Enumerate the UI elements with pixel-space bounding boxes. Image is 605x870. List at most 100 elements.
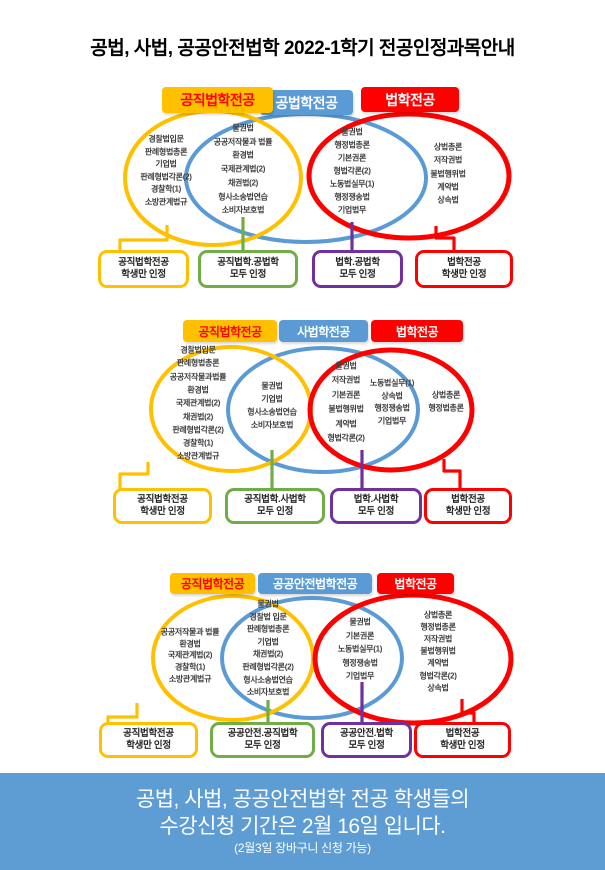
right-circle-outline: [306, 111, 512, 241]
right-circle-outline: [312, 592, 514, 726]
connector-yellow: [118, 225, 169, 252]
recognition-box: 공직법학.사법학 모두 인정: [225, 488, 325, 524]
venn-shapes: [106, 592, 514, 726]
recognition-line-1: 공공안전.법학: [340, 727, 393, 739]
recognition-line-2: 모두 인정: [339, 269, 376, 280]
course-item: 물권법: [335, 361, 357, 371]
course-item: 판례형법각론(2): [140, 172, 192, 181]
course-item: 저작권법: [331, 375, 361, 385]
course-item: 환경법: [179, 639, 201, 649]
course-item: 경찰학(1): [174, 662, 206, 672]
course-item: 기업법: [257, 637, 279, 647]
course-item: 기업법: [155, 159, 177, 169]
connector-red: [442, 459, 462, 489]
course-item: 상법총론: [431, 390, 461, 400]
course-item: 판례형법총론: [176, 358, 220, 368]
course-item: 소방관계법규: [168, 674, 212, 684]
banner-line-2: 수강신청 기간은 2월 16일 입니다.: [159, 814, 446, 838]
major-header-right: 법학전공: [371, 320, 463, 342]
course-item: 불법행위법: [328, 404, 364, 414]
course-item: 기업법무: [377, 416, 407, 426]
middle-ellipse-outline: [220, 596, 404, 720]
recognition-box: 법학.공법학 모두 인정: [312, 250, 403, 288]
course-item: 상속법: [381, 391, 403, 401]
connector-yellow: [118, 462, 150, 489]
recognition-line-2: 모두 인정: [244, 740, 281, 751]
course-item: 환경법: [187, 385, 209, 395]
course-item: 노동법실무(1): [329, 179, 375, 189]
recognition-box: 공직법학.공법학 모두 인정: [198, 250, 298, 288]
poster-title: 공법, 사법, 공공안전법학 2022-1학기 전공인정과목안내: [90, 38, 515, 59]
recognition-line-1: 공직법학.공법학: [217, 256, 279, 268]
banner-line-1: 공법, 사법, 공공안전법학 전공 학생들의: [135, 787, 470, 811]
course-item: 공공저작물과 법률: [160, 627, 220, 637]
recognition-box: 공직법학전공 학생만 인정: [113, 488, 212, 524]
course-item: 채권법(2): [227, 178, 259, 188]
recognition-box: 공직법학전공 학생만 인정: [98, 250, 189, 288]
course-item: 경찰법 입문: [249, 612, 287, 622]
course-item: 불법행위법: [420, 646, 456, 656]
connector-red: [434, 226, 456, 252]
course-item: 공공저작물과법률: [169, 372, 227, 382]
recognition-box: 법학전공 학생만 인정: [414, 722, 511, 758]
course-item: 행정법총론: [334, 140, 370, 150]
course-item: 행정쟁송법: [342, 658, 378, 668]
course-item: 불법행위법: [430, 169, 466, 179]
course-item: 경찰법입문: [148, 134, 184, 144]
course-item: 행정쟁송법: [334, 192, 370, 202]
course-item: 상법총론: [423, 610, 453, 620]
course-item: 형법각론(2): [419, 671, 457, 680]
recognition-line-1: 법학.공법학: [335, 256, 380, 268]
course-item: 소비자보호법: [221, 205, 265, 215]
major-header-left: 공직법학전공: [170, 573, 255, 594]
course-item: 계약법: [437, 182, 459, 192]
venn-section-2: 사법학전공 공직법학전공 법학전공 경찰법입문 판례형법총론 공공저작물과법률 환경법 국제관…: [0, 315, 605, 524]
course-item: 행정법총론: [420, 622, 456, 632]
course-item: 환경법: [232, 150, 254, 160]
middle-ellipse-outline: [226, 346, 420, 474]
course-item: 경찰학(1): [182, 438, 214, 448]
recognition-line-2: 학생만 인정: [121, 269, 166, 280]
course-item: 경찰법입문: [180, 345, 216, 355]
recognition-box: 공공안전.공직법학 모두 인정: [210, 722, 315, 758]
recognition-line-2: 학생만 인정: [126, 740, 171, 751]
major-header-middle: 사법학전공: [279, 320, 368, 342]
recognition-line-2: 모두 인정: [357, 506, 395, 517]
course-item: 소방관계법규: [144, 197, 188, 206]
recognition-line-2: 학생만 인정: [445, 506, 491, 517]
venn-shapes: [118, 345, 475, 490]
course-item: 물권법: [341, 127, 363, 137]
recognition-box: 법학전공 학생만 인정: [424, 488, 512, 524]
course-item: 상법총론: [433, 142, 463, 152]
major-header-right: 법학전공: [377, 573, 454, 594]
course-item: 상속법: [437, 195, 459, 205]
course-item: 기본권론: [331, 390, 361, 400]
course-item: 형사소송법연습: [243, 675, 293, 685]
course-item: 판례형법각론(2): [242, 662, 294, 672]
recognition-line-2: 학생만 인정: [140, 506, 185, 517]
recognition-line-1: 법학전공: [445, 727, 480, 739]
major-header-middle: 공법학전공: [260, 90, 353, 115]
recognition-line-1: 법학전공: [451, 493, 485, 505]
recognition-box: 공공안전.법학 모두 인정: [321, 722, 412, 758]
course-item: 소비자보호법: [250, 420, 294, 430]
recognition-line-1: 공직법학전공: [118, 256, 169, 268]
major-header-left: 공직법학전공: [183, 320, 277, 342]
course-item: 국제관계법(2): [220, 164, 266, 174]
recognition-line-1: 공직법학전공: [123, 727, 174, 739]
course-item: 경찰학(1): [150, 184, 182, 194]
course-item: 기본권론: [345, 631, 375, 641]
course-item: 채권법(2): [182, 412, 214, 421]
course-item: 기업법무: [337, 205, 367, 215]
connector-red: [460, 699, 476, 724]
recognition-line-1: 법학.사법학: [353, 493, 399, 505]
course-item: 계약법: [335, 419, 357, 429]
recognition-line-2: 학생만 인정: [440, 740, 485, 751]
recognition-box: 공직법학전공 학생만 인정: [99, 722, 198, 758]
venn-section-3: 공공안전법학전공 공직법학전공 법학전공 공공저작물과 법률 환경법 국제관계법(2) 경찰…: [0, 570, 605, 758]
course-item: 기업법: [261, 394, 283, 404]
recognition-line-1: 공직법학전공: [137, 493, 188, 505]
course-item: 행정쟁송법: [374, 403, 410, 413]
course-item: 노동법실무(1): [337, 644, 383, 654]
recognition-line-2: 모두 인정: [348, 740, 385, 751]
